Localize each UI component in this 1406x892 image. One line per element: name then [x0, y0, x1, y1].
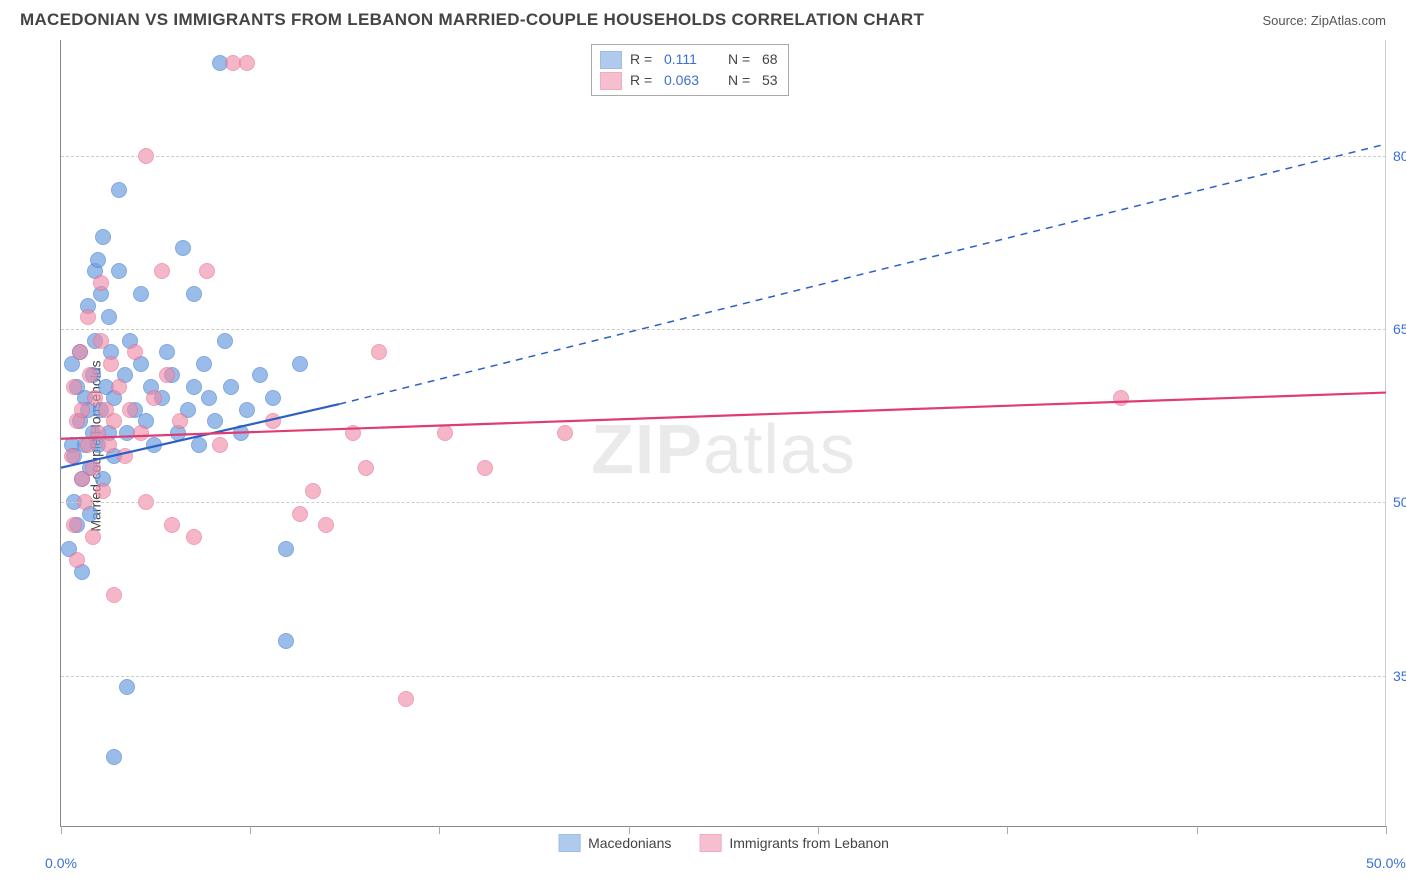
x-tick — [818, 826, 819, 834]
y-tick-label: 80.0% — [1393, 148, 1406, 164]
y-tick-label: 35.0% — [1393, 668, 1406, 684]
chart-title: MACEDONIAN VS IMMIGRANTS FROM LEBANON MA… — [20, 10, 924, 30]
gridline — [61, 156, 1386, 157]
trend-lines — [61, 40, 1386, 826]
gridline — [61, 502, 1386, 503]
legend-swatch — [699, 834, 721, 852]
series-legend: Macedonians Immigrants from Lebanon — [558, 834, 889, 852]
source-label: Source: ZipAtlas.com — [1262, 13, 1386, 28]
legend-label: Macedonians — [588, 835, 671, 851]
x-tick-label: 50.0% — [1366, 855, 1406, 871]
chart-container: Married-couple Households ZIPatlas R =0.… — [20, 40, 1386, 852]
x-tick — [61, 826, 62, 834]
legend-item: Macedonians — [558, 834, 671, 852]
x-tick — [629, 826, 630, 834]
legend-swatch — [558, 834, 580, 852]
plot-area: ZIPatlas R =0.111N =68R =0.063N =53 Mace… — [60, 40, 1386, 827]
x-tick — [250, 826, 251, 834]
y-tick-label: 65.0% — [1393, 321, 1406, 337]
gridline — [61, 329, 1386, 330]
x-tick — [1007, 826, 1008, 834]
x-tick — [1197, 826, 1198, 834]
x-tick — [1386, 826, 1387, 834]
y-tick-label: 50.0% — [1393, 494, 1406, 510]
legend-label: Immigrants from Lebanon — [729, 835, 889, 851]
x-tick-label: 0.0% — [45, 855, 77, 871]
legend-item: Immigrants from Lebanon — [699, 834, 889, 852]
gridline — [61, 676, 1386, 677]
x-tick — [439, 826, 440, 834]
